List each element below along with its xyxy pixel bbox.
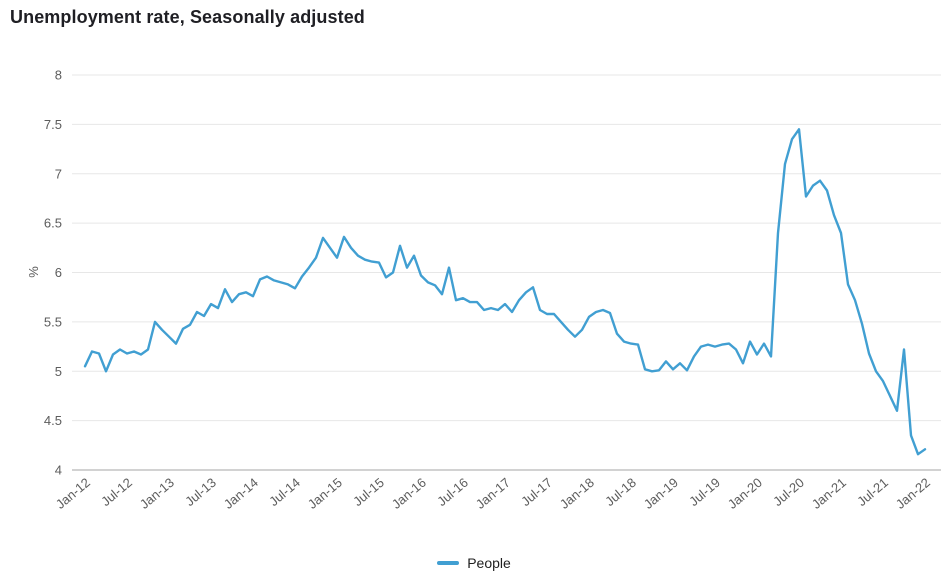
x-tick-label: Jan-13	[137, 475, 177, 512]
x-tick-label: Jul-21	[854, 475, 891, 509]
x-tick-label: Jan-15	[305, 475, 345, 512]
x-tick-label: Jul-15	[350, 475, 387, 509]
y-tick-label: 6.5	[44, 216, 62, 231]
x-tick-label: Jan-17	[473, 475, 513, 512]
y-tick-label: 4	[55, 463, 62, 478]
x-tick-label: Jan-20	[725, 475, 765, 512]
legend: People	[0, 549, 948, 577]
x-tick-label: Jul-18	[602, 475, 639, 509]
x-tick-label: Jan-14	[221, 475, 261, 512]
x-tick-label: Jul-20	[770, 475, 807, 509]
legend-item-label: People	[467, 555, 511, 571]
x-tick-label: Jan-22	[893, 475, 933, 512]
y-tick-label: 4.5	[44, 413, 62, 428]
y-tick-label: 8	[55, 68, 62, 83]
x-tick-label: Jul-12	[98, 475, 135, 509]
y-tick-label: 5	[55, 364, 62, 379]
plot-area: 87.576.565.554.54%Jan-12 Jul-12 Jan-13 Jul-…	[26, 68, 941, 512]
x-tick-label: Jul-17	[518, 475, 555, 509]
legend-item-people[interactable]: People	[437, 555, 511, 571]
x-tick-label: Jul-14	[266, 475, 303, 509]
x-tick-label: Jan-12	[53, 475, 93, 512]
y-tick-label: 7	[55, 166, 62, 181]
x-tick-label: Jan-19	[641, 475, 681, 512]
x-tick-label: Jul-16	[434, 475, 471, 509]
y-tick-label: 7.5	[44, 117, 62, 132]
y-tick-label: 5.5	[44, 314, 62, 329]
y-axis-title: %	[26, 266, 41, 278]
legend-line-swatch	[437, 561, 460, 565]
x-tick-label: Jul-19	[686, 475, 723, 509]
chart-title: Unemployment rate, Seasonally adjusted	[10, 7, 365, 27]
x-tick-label: Jan-21	[809, 475, 849, 512]
x-tick-label: Jan-16	[389, 475, 429, 512]
y-tick-label: 6	[55, 265, 62, 280]
series-line-people[interactable]	[83, 128, 927, 456]
x-tick-label: Jan-18	[557, 475, 597, 512]
x-tick-label: Jul-13	[182, 475, 219, 509]
